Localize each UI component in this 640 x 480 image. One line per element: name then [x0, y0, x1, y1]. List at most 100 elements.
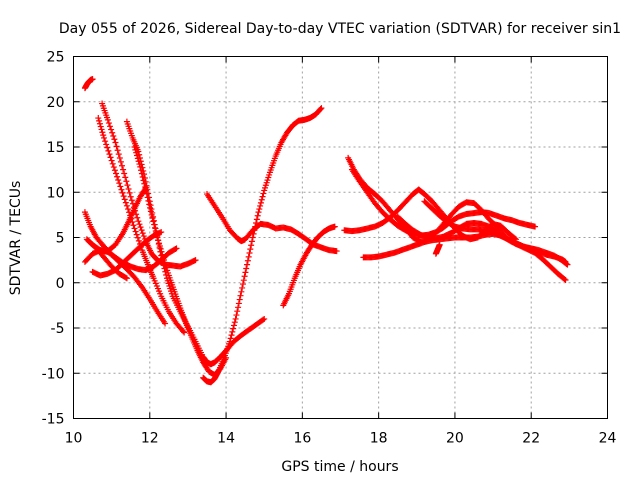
series-arc19: [421, 198, 571, 268]
data-point: [107, 123, 114, 130]
data-point: [238, 288, 245, 295]
series-arc9: [83, 184, 149, 255]
data-point: [162, 320, 169, 327]
data-point: [133, 149, 140, 156]
data-point: [255, 209, 262, 216]
x-tick-label: 22: [522, 431, 540, 447]
data-point: [139, 173, 146, 180]
series-arc15: [348, 166, 539, 239]
data-point: [134, 214, 141, 221]
data-point: [260, 190, 267, 197]
data-point: [157, 245, 164, 252]
data-point: [126, 189, 133, 196]
data-point: [227, 335, 234, 342]
data-point: [240, 277, 247, 284]
data-point: [142, 186, 149, 193]
data-point: [235, 304, 242, 311]
data-point: [132, 228, 139, 235]
x-tick-label: 16: [293, 431, 311, 447]
data-point: [109, 160, 116, 167]
y-tick-label: -10: [42, 366, 65, 382]
data-point: [232, 315, 239, 322]
data-point: [158, 248, 165, 255]
data-point: [140, 177, 147, 184]
data-point: [257, 202, 264, 209]
data-point: [123, 178, 130, 185]
data-point: [248, 242, 255, 249]
data-point: [239, 284, 246, 291]
data-point: [138, 167, 145, 174]
data-point: [139, 230, 146, 237]
data-point: [125, 186, 132, 193]
data-point: [156, 240, 163, 247]
data-point: [101, 134, 108, 141]
data-point: [118, 186, 125, 193]
data-point: [133, 231, 140, 238]
x-axis-label: GPS time / hours: [281, 459, 398, 475]
data-point: [121, 170, 128, 177]
data-point: [229, 328, 236, 335]
data-point: [147, 204, 154, 211]
x-tick-label: 20: [446, 431, 464, 447]
data-point: [247, 246, 254, 253]
data-point: [134, 234, 141, 241]
data-point: [111, 136, 118, 143]
data-point: [115, 151, 122, 158]
data-point: [100, 132, 107, 139]
data-point: [134, 155, 141, 162]
data-point: [234, 308, 241, 315]
data-point: [230, 325, 237, 332]
data-point: [124, 182, 131, 189]
data-point: [96, 120, 103, 127]
data-point: [122, 174, 129, 181]
data-point: [123, 275, 130, 282]
data-point: [116, 154, 123, 161]
series-arc16: [341, 186, 519, 243]
data-point: [253, 216, 260, 223]
data-point: [136, 161, 143, 168]
y-axis-label: SDTVAR / TECUs: [8, 181, 24, 296]
data-point: [233, 312, 240, 319]
data-point: [235, 300, 242, 307]
data-point: [136, 221, 143, 228]
data-point: [105, 120, 112, 127]
data-point: [561, 276, 568, 283]
data-point: [95, 115, 102, 122]
data-point: [149, 215, 156, 222]
y-tick-label: 5: [56, 231, 65, 247]
data-point: [89, 76, 96, 83]
data-point: [135, 158, 142, 165]
data-point: [151, 224, 158, 231]
y-tick-label: 0: [56, 276, 65, 292]
data-point: [257, 199, 264, 206]
data-point: [155, 237, 162, 244]
data-point: [128, 197, 135, 204]
data-point: [241, 273, 248, 280]
chart-title: Day 055 of 2026, Sidereal Day-to-day VTE…: [59, 21, 621, 37]
data-point: [331, 223, 338, 230]
data-point: [318, 105, 325, 112]
series-arc10: [85, 238, 130, 282]
data-point: [138, 170, 145, 177]
data-point: [135, 237, 142, 244]
x-tick-label: 18: [370, 431, 388, 447]
data-point: [173, 245, 180, 252]
series-arc11: [200, 105, 325, 386]
data-point: [118, 162, 125, 169]
data-point: [131, 144, 138, 150]
plot-frame: [73, 56, 608, 419]
data-point: [114, 173, 121, 180]
data-point: [120, 193, 127, 200]
data-point: [258, 196, 265, 203]
y-tick-label: -5: [51, 321, 65, 337]
data-point: [109, 129, 116, 136]
data-point: [562, 277, 569, 284]
data-point: [333, 248, 340, 255]
y-tick-label: 25: [47, 50, 65, 66]
data-point: [114, 147, 121, 154]
data-point: [138, 227, 145, 234]
data-point: [146, 201, 153, 208]
data-point: [137, 163, 144, 170]
data-point: [122, 274, 129, 281]
